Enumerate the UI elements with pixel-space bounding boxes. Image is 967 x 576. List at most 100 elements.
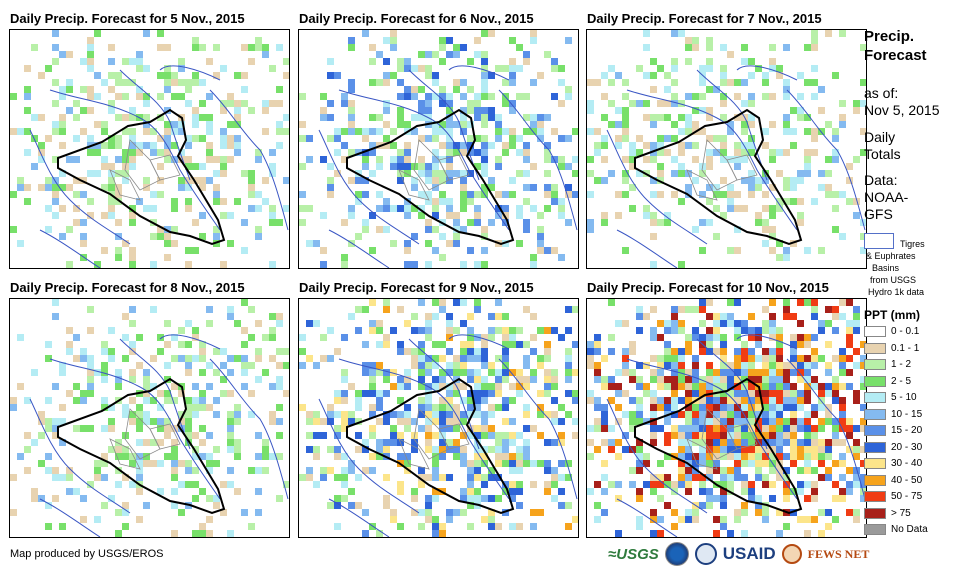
ppt-color-swatch bbox=[864, 507, 886, 519]
precip-cell bbox=[622, 432, 629, 439]
precip-cell bbox=[481, 233, 488, 240]
precip-cell bbox=[397, 149, 404, 156]
precip-cell bbox=[460, 261, 467, 268]
precip-cell bbox=[502, 376, 509, 383]
precip-cell bbox=[129, 481, 136, 488]
precip-cell bbox=[481, 107, 488, 114]
precip-cell bbox=[453, 149, 460, 156]
precip-cell bbox=[558, 156, 565, 163]
precip-cell bbox=[283, 362, 289, 369]
precip-cell bbox=[276, 219, 283, 226]
precip-cell bbox=[248, 306, 255, 313]
precip-cell bbox=[636, 460, 643, 467]
precip-cell bbox=[383, 474, 390, 481]
precip-cell bbox=[87, 44, 94, 51]
precip-cell bbox=[713, 432, 720, 439]
precip-cell bbox=[776, 341, 783, 348]
precip-cell bbox=[341, 425, 348, 432]
precip-cell bbox=[248, 362, 255, 369]
precip-cell bbox=[376, 156, 383, 163]
basin-boundary bbox=[626, 358, 798, 500]
precip-cell bbox=[425, 355, 432, 362]
precip-cell bbox=[839, 460, 846, 467]
precip-cell bbox=[129, 114, 136, 121]
precip-cell bbox=[171, 453, 178, 460]
precip-cell bbox=[692, 142, 699, 149]
precip-cell bbox=[643, 383, 650, 390]
precip-cell bbox=[481, 376, 488, 383]
precip-cell bbox=[24, 128, 31, 135]
precip-cell bbox=[734, 425, 741, 432]
precip-cell bbox=[839, 411, 846, 418]
precip-cell bbox=[839, 121, 846, 128]
precip-cell bbox=[122, 334, 129, 341]
precip-cell bbox=[439, 404, 446, 411]
precip-cell bbox=[748, 177, 755, 184]
precip-cell bbox=[839, 362, 846, 369]
precip-cell bbox=[629, 156, 636, 163]
precip-cell bbox=[601, 439, 608, 446]
precip-cell bbox=[657, 334, 664, 341]
precip-cell bbox=[727, 474, 734, 481]
precip-cell bbox=[73, 219, 80, 226]
precip-cell bbox=[537, 128, 544, 135]
precip-cell bbox=[38, 156, 45, 163]
precip-cell bbox=[692, 432, 699, 439]
precip-cell bbox=[495, 446, 502, 453]
precip-cell bbox=[671, 390, 678, 397]
precip-cell bbox=[755, 404, 762, 411]
precip-cell bbox=[671, 170, 678, 177]
precip-cell bbox=[157, 348, 164, 355]
precip-cell bbox=[797, 446, 804, 453]
precip-cell bbox=[467, 100, 474, 107]
precip-cell bbox=[643, 460, 650, 467]
precip-cell bbox=[446, 334, 453, 341]
precip-cell bbox=[248, 191, 255, 198]
precip-cell bbox=[671, 481, 678, 488]
precip-cell bbox=[643, 44, 650, 51]
precip-cell bbox=[615, 320, 622, 327]
precip-cell bbox=[481, 51, 488, 58]
precip-cell bbox=[425, 72, 432, 79]
precip-cell bbox=[220, 65, 227, 72]
precip-cell bbox=[650, 156, 657, 163]
precip-cell bbox=[797, 341, 804, 348]
precip-cell bbox=[720, 383, 727, 390]
precip-cells bbox=[299, 30, 578, 268]
precip-cell bbox=[783, 390, 790, 397]
precip-cell bbox=[299, 93, 306, 100]
precip-cell bbox=[818, 355, 825, 362]
precip-cell bbox=[587, 156, 594, 163]
precip-cell bbox=[776, 432, 783, 439]
precip-cell bbox=[839, 453, 846, 460]
precip-cell bbox=[185, 460, 192, 467]
precip-cell bbox=[748, 418, 755, 425]
precip-cell bbox=[404, 376, 411, 383]
precip-cell bbox=[720, 439, 727, 446]
precip-cell bbox=[474, 306, 481, 313]
precip-cell bbox=[734, 460, 741, 467]
precip-cell bbox=[706, 383, 713, 390]
precip-cell bbox=[488, 114, 495, 121]
precip-cell bbox=[404, 86, 411, 93]
precip-cell bbox=[678, 128, 685, 135]
precip-cell bbox=[150, 383, 157, 390]
precip-cell bbox=[122, 128, 129, 135]
precip-cell bbox=[713, 320, 720, 327]
precip-cell bbox=[446, 240, 453, 247]
precip-cell bbox=[446, 362, 453, 369]
precip-cell bbox=[404, 58, 411, 65]
precip-cell bbox=[692, 404, 699, 411]
precip-cell bbox=[551, 369, 558, 376]
precip-cell bbox=[59, 233, 66, 240]
ppt-class-label: 0 - 0.1 bbox=[891, 326, 920, 337]
precip-cell bbox=[762, 219, 769, 226]
precip-cell bbox=[453, 212, 460, 219]
precip-cell bbox=[38, 72, 45, 79]
precip-cell bbox=[818, 404, 825, 411]
precip-cell bbox=[839, 369, 846, 376]
precip-cell bbox=[248, 205, 255, 212]
precip-cell bbox=[601, 474, 608, 481]
precip-cell bbox=[755, 432, 762, 439]
ppt-legend-row: > 75 bbox=[864, 507, 911, 520]
